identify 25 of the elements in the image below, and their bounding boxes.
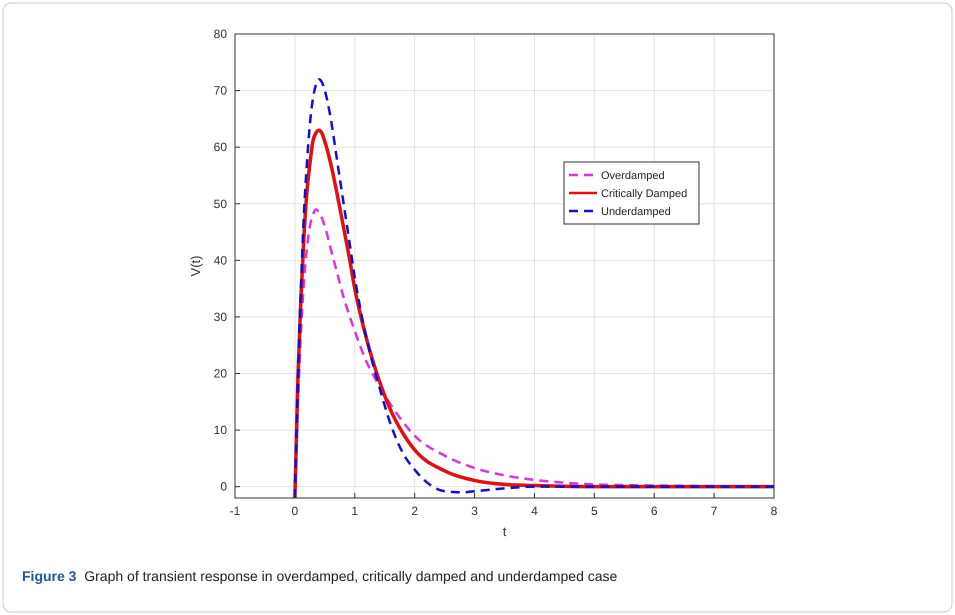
legend-label: Underdamped	[601, 206, 671, 218]
y-tick-label: 30	[214, 310, 228, 324]
y-tick-label: 0	[220, 480, 228, 494]
x-tick-label: 4	[531, 504, 538, 518]
y-tick-label: 60	[214, 140, 228, 154]
y-tick-label: 10	[214, 423, 228, 438]
x-axis-title: t	[502, 524, 507, 539]
y-axis-title: V(t)	[188, 256, 203, 276]
legend-label: Overdamped	[601, 170, 665, 182]
y-tick-label: 80	[214, 27, 228, 41]
y-tick-label: 40	[214, 253, 228, 268]
legend-label: Critically Damped	[601, 188, 688, 200]
y-tick-label: 70	[214, 84, 228, 98]
x-tick-label: 1	[351, 504, 358, 518]
caption: Figure 3 Graph of transient response in overdamped, critically damped and underdamped case	[22, 568, 618, 584]
y-tick-label: 50	[214, 196, 228, 211]
y-tick-label: 20	[214, 366, 228, 381]
x-tick-label: 6	[650, 504, 658, 518]
x-tick-label: 0	[292, 504, 299, 518]
x-tick-label: 5	[590, 504, 598, 518]
x-tick-label: 8	[770, 504, 778, 518]
x-tick-label: 7	[710, 504, 718, 518]
x-tick-label: 3	[471, 504, 478, 518]
x-tick-label: 2	[411, 504, 418, 518]
x-tick-label: -1	[230, 504, 241, 518]
